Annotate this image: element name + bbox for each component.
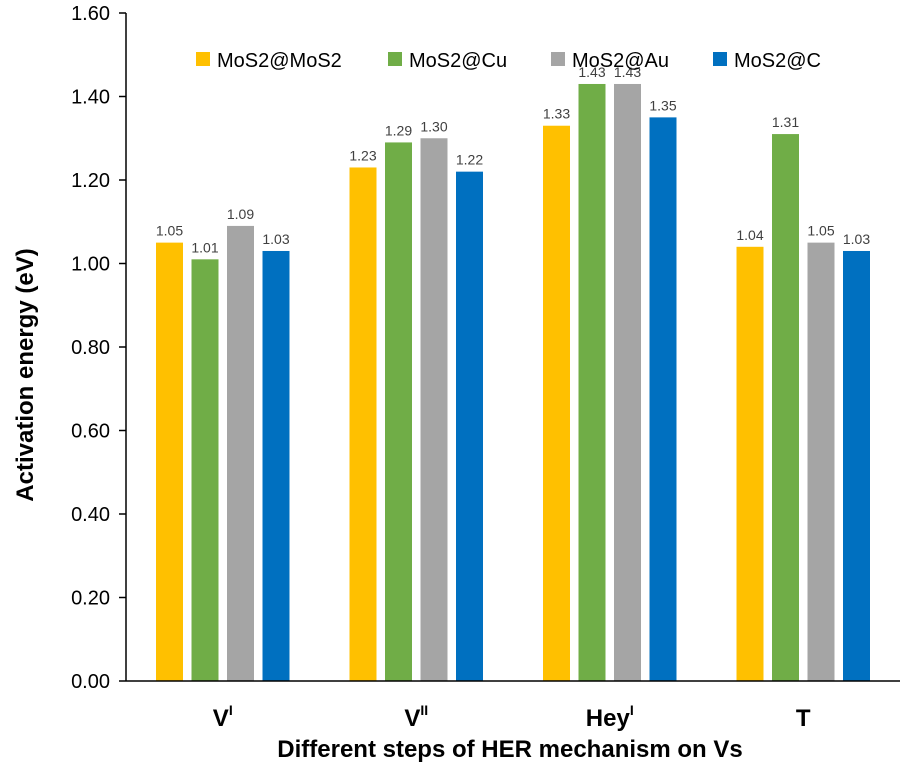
data-label: 1.22	[456, 152, 483, 168]
bar-mos2-au	[614, 83, 641, 682]
bars-group	[156, 83, 870, 682]
bar-mos2-cu	[385, 142, 412, 682]
x-tick-label-main: V	[404, 705, 420, 732]
data-label: 1.29	[385, 122, 412, 138]
bar-mos2-c	[456, 171, 483, 681]
data-label: 1.05	[807, 223, 834, 239]
bar-mos2-c	[262, 250, 290, 681]
bar-mos2-cu	[772, 134, 799, 681]
legend-entry: MoS2@MoS2	[217, 50, 342, 72]
y-tick-label: 1.00	[71, 254, 110, 276]
x-axis: VI VII HeyI T	[126, 680, 900, 732]
data-label: 1.09	[227, 206, 254, 222]
legend-swatch	[551, 52, 565, 66]
y-tick-label: 0.60	[71, 421, 110, 443]
bar-mos2-au	[807, 242, 835, 681]
legend-entry: MoS2@C	[734, 50, 821, 72]
bar-mos2-mos2	[736, 246, 764, 682]
x-tick-label-main: Hey	[586, 705, 631, 732]
x-tick-label-superscript: I	[229, 702, 233, 718]
data-label: 1.01	[191, 239, 218, 255]
bar-mos2-au	[227, 225, 254, 682]
y-tick-label: 0.00	[71, 671, 110, 693]
bar-mos2-cu	[578, 83, 606, 682]
bar-mos2-c	[649, 117, 677, 681]
bar-mos2-mos2	[156, 242, 183, 681]
x-tick-label: HeyI	[586, 702, 634, 732]
bar-mos2-c	[843, 250, 870, 681]
data-label: 1.30	[420, 118, 447, 134]
legend-entry: MoS2@Cu	[409, 50, 507, 72]
x-tick-label-main: T	[796, 705, 811, 732]
x-tick-label: T	[796, 705, 811, 732]
data-label: 1.35	[649, 97, 676, 113]
data-label: 1.43	[578, 64, 605, 80]
bar-mos2-mos2	[543, 125, 570, 682]
legend-swatch	[388, 52, 402, 66]
legend: MoS2@MoS2 MoS2@Cu MoS2@Au MoS2@C	[196, 50, 821, 72]
y-tick-label: 0.80	[71, 337, 110, 359]
bar-mos2-au	[420, 138, 448, 681]
y-tick-label: 1.20	[71, 170, 110, 192]
data-label: 1.43	[614, 64, 641, 80]
y-tick-label: 0.40	[71, 504, 110, 526]
bar-mos2-cu	[191, 259, 219, 681]
x-tick-label-superscript: II	[420, 702, 428, 718]
y-tick-label: 1.60	[71, 3, 110, 25]
x-tick-label-superscript: I	[630, 702, 634, 718]
data-label: 1.03	[262, 231, 289, 247]
x-axis-title: Different steps of HER mechanism on Vs	[277, 736, 742, 763]
x-tick-label: VI	[213, 702, 233, 732]
x-tick-label: VII	[404, 702, 428, 732]
value-labels-group: 1.05 1.01 1.09 1.03 1.23 1.29 1.30 1.22 1.33 1.43…	[156, 64, 870, 255]
data-label: 1.05	[156, 223, 183, 239]
x-tick-label-main: V	[213, 705, 229, 732]
legend-swatch	[196, 52, 210, 66]
y-tick-label: 0.20	[71, 588, 110, 610]
data-label: 1.03	[843, 231, 870, 247]
legend-swatch	[713, 52, 727, 66]
data-label: 1.04	[736, 227, 763, 243]
y-axis-title: Activation energy (eV)	[12, 248, 39, 501]
y-axis: 0.00 0.20 0.40 0.60 0.80 1.00 1.20 1.40 1.60	[71, 3, 127, 693]
data-label: 1.31	[772, 114, 799, 130]
data-label: 1.23	[349, 147, 376, 163]
y-tick-label: 1.40	[71, 87, 110, 109]
bar-mos2-mos2	[349, 167, 377, 682]
legend-entry: MoS2@Au	[572, 50, 669, 72]
data-label: 1.33	[543, 106, 570, 122]
